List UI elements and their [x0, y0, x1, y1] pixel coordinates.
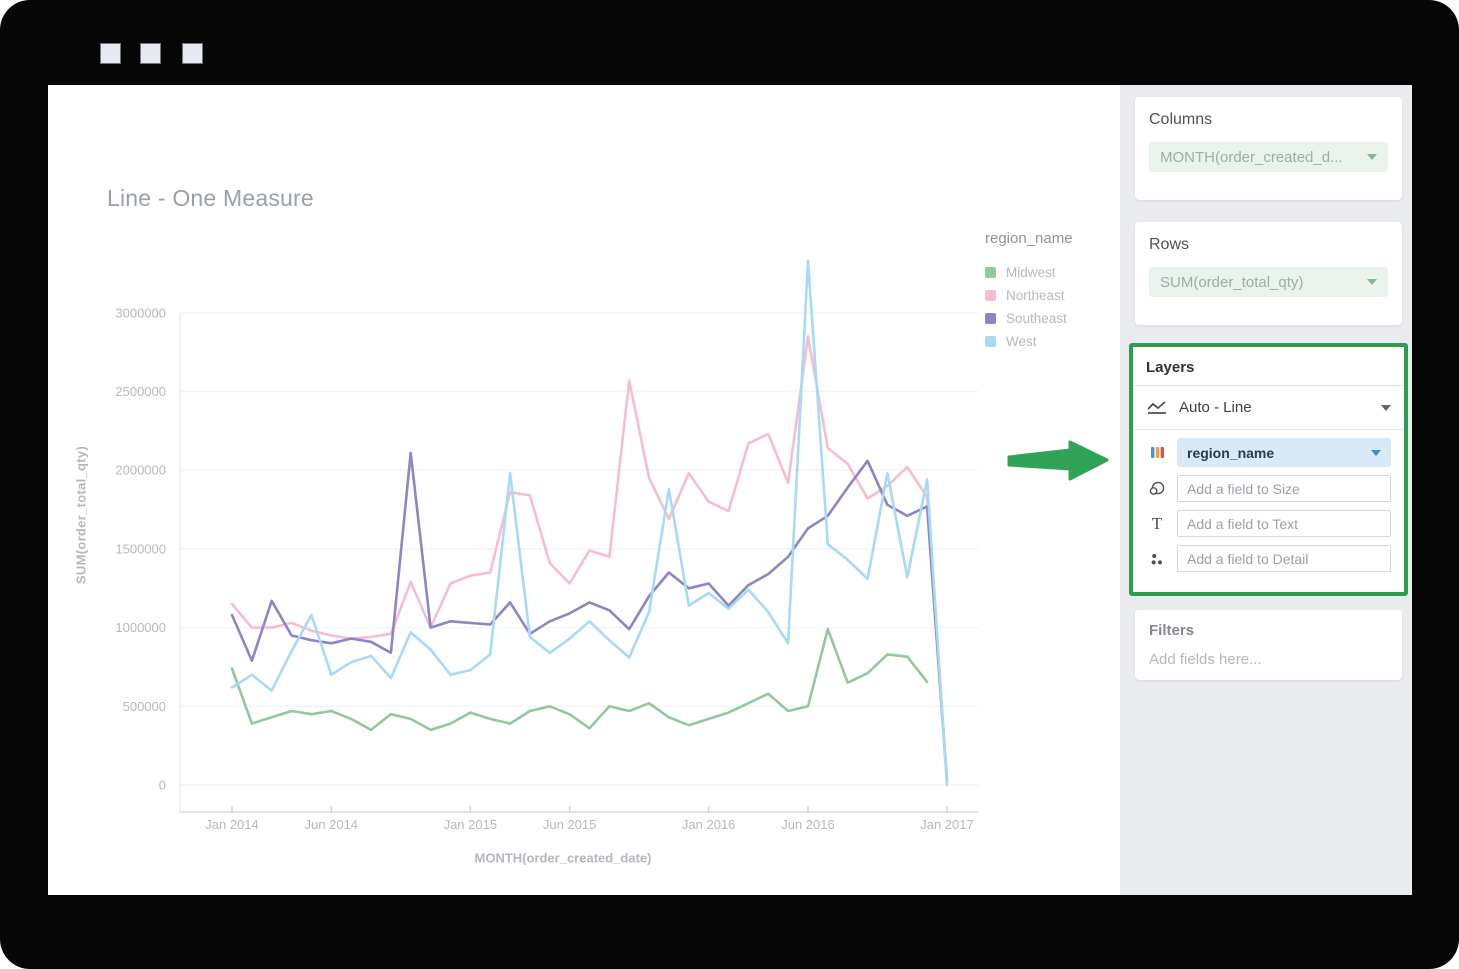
svg-text:500000: 500000	[123, 699, 166, 714]
columns-field-pill[interactable]: MONTH(order_created_d...	[1149, 142, 1388, 172]
columns-panel-title: Columns	[1149, 111, 1213, 128]
layer-type-selector[interactable]: Auto - Line	[1133, 386, 1404, 430]
detail-field-icon	[1146, 553, 1168, 565]
legend-label: Northeast	[1006, 288, 1065, 303]
chevron-down-icon[interactable]	[1367, 279, 1377, 285]
columns-panel: Columns MONTH(order_created_d...	[1135, 97, 1402, 200]
gridlines	[180, 312, 978, 786]
svg-text:Jun 2014: Jun 2014	[305, 817, 359, 832]
columns-field-label: MONTH(order_created_d...	[1160, 148, 1343, 166]
filters-panel: Filters Add fields here...	[1135, 610, 1402, 680]
color-field-pill[interactable]: region_name	[1177, 438, 1391, 467]
window-control-square[interactable]	[182, 43, 203, 64]
svg-text:1500000: 1500000	[115, 541, 166, 556]
size-field-icon	[1146, 481, 1168, 496]
color-field-icon	[1146, 446, 1168, 459]
legend-label: Midwest	[1006, 265, 1056, 280]
axes	[179, 313, 978, 813]
series-line-west	[230, 259, 949, 787]
chevron-down-icon[interactable]	[1371, 449, 1381, 456]
legend-label: West	[1006, 334, 1037, 349]
svg-text:Jan 2014: Jan 2014	[205, 817, 259, 832]
legend-swatch	[985, 336, 996, 347]
legend-item-southeast: Southeast	[985, 307, 1073, 330]
svg-text:1000000: 1000000	[115, 620, 166, 635]
chart-title: Line - One Measure	[107, 185, 314, 211]
rows-panel-title: Rows	[1149, 236, 1190, 253]
window-control-square[interactable]	[140, 43, 161, 64]
line-chart-plot: 0 500000 1000000 1500000 2000000 2500000 30000…	[115, 259, 978, 832]
layers-panel-title: Layers	[1133, 356, 1404, 386]
annotation-arrow-icon	[1007, 440, 1109, 481]
chart-legend: region_name Midwest Northeast Southeast Wes…	[985, 230, 1073, 353]
text-field-icon: T	[1151, 514, 1163, 533]
rows-field-label: SUM(order_total_qty)	[1160, 273, 1304, 291]
legend-label: Southeast	[1006, 311, 1067, 326]
svg-text:0: 0	[159, 778, 166, 793]
settings-sidebar: Columns MONTH(order_created_d... Rows SU…	[1120, 85, 1412, 895]
chevron-down-icon[interactable]	[1381, 404, 1391, 411]
svg-text:2000000: 2000000	[115, 463, 166, 478]
rows-panel: Rows SUM(order_total_qty)	[1135, 222, 1402, 325]
layers-panel-highlighted: Layers Auto - Line reg	[1129, 343, 1408, 596]
svg-text:Jun 2015: Jun 2015	[543, 817, 597, 832]
svg-text:Jan 2015: Jan 2015	[444, 817, 498, 832]
legend-item-midwest: Midwest	[985, 261, 1073, 284]
size-field-input[interactable]	[1177, 475, 1391, 502]
legend-item-west: West	[985, 330, 1073, 353]
svg-text:Jun 2016: Jun 2016	[781, 817, 835, 832]
legend-swatch	[985, 290, 996, 301]
chart-canvas: 0 500000 1000000 1500000 2000000 2500000 30000…	[48, 85, 1120, 895]
x-axis-title: MONTH(order_created_date)	[474, 850, 652, 866]
filters-dropzone[interactable]: Add fields here...	[1149, 651, 1262, 668]
legend-swatch	[985, 267, 996, 278]
series-lines	[230, 259, 949, 787]
filters-panel-title: Filters	[1149, 622, 1195, 639]
line-chart-type-icon	[1147, 401, 1166, 414]
color-field-label: region_name	[1187, 444, 1275, 461]
y-axis-title: SUM(order_total_qty)	[73, 445, 89, 585]
chevron-down-icon[interactable]	[1367, 154, 1377, 160]
svg-text:Jan 2017: Jan 2017	[920, 817, 974, 832]
legend-title: region_name	[985, 230, 1073, 247]
rows-field-pill[interactable]: SUM(order_total_qty)	[1149, 267, 1388, 297]
legend-item-northeast: Northeast	[985, 284, 1073, 307]
svg-text:3000000: 3000000	[115, 305, 166, 320]
legend-swatch	[985, 313, 996, 324]
text-field-input[interactable]	[1177, 510, 1391, 537]
series-line-southeast	[230, 451, 949, 784]
detail-field-input[interactable]	[1177, 545, 1391, 572]
svg-text:Jan 2016: Jan 2016	[682, 817, 736, 832]
window-control-square[interactable]	[100, 43, 121, 64]
layer-type-label: Auto - Line	[1179, 399, 1252, 416]
tick-labels: 0 500000 1000000 1500000 2000000 2500000 30000…	[115, 305, 973, 832]
series-line-midwest	[230, 627, 929, 732]
svg-text:2500000: 2500000	[115, 384, 166, 399]
